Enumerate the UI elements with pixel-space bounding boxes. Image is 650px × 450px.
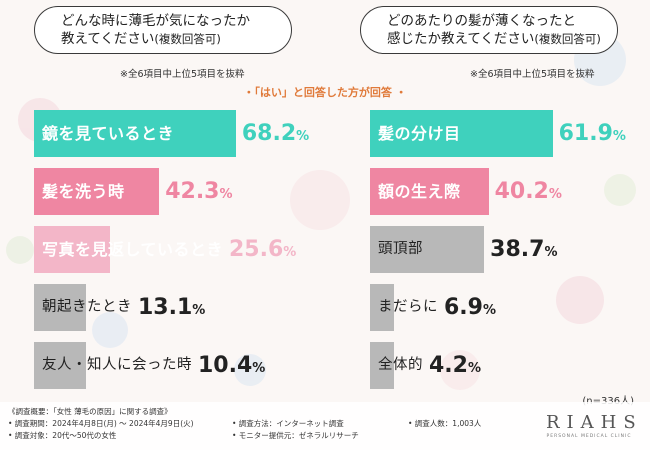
question-box-right: どのあたりの髪が薄くなったと 感じたか教えてください(複数回答可) (360, 6, 618, 54)
chart2-category-label-3: 頭頂部 (378, 241, 423, 257)
chart1-value-label-4: 13.1% (138, 295, 206, 320)
chart2-category-label-5: 全体的 (378, 357, 423, 373)
chart2-category-label-2: 額の生え際 (378, 182, 461, 201)
chart1-category-label-1: 鏡を見ているとき (42, 124, 175, 143)
footer-target: • 調査対象：20代～50代の女性 (8, 431, 117, 440)
riahs-logo: RIAHS PERSONAL MEDICAL CLINIC (546, 412, 643, 439)
note-right: ※全6項目中上位5項目を抜粋 (470, 69, 595, 80)
question-left-line2: 教えてください(複数回答可) (61, 30, 291, 48)
question-right-line2: 感じたか教えてください(複数回答可) (387, 30, 617, 48)
chart2-value-label-2: 40.2% (494, 179, 562, 204)
logo-tagline: PERSONAL MEDICAL CLINIC (546, 434, 632, 439)
chart2-value-label-3: 38.7% (490, 237, 558, 262)
subtitle: ・「はい」と回答した方が回答 ・ (243, 86, 407, 99)
chart1-category-label-5: 友人・知人に会った時 (42, 357, 192, 373)
question-right-line1: どのあたりの髪が薄くなったと (387, 13, 576, 29)
question-box-left: どんな時に薄毛が気になったか 教えてください(複数回答可) (34, 6, 292, 54)
chart1-value-label-1: 68.2% (241, 121, 310, 146)
chart2-bar-4 (370, 284, 394, 331)
chart1-bar-2 (34, 168, 160, 215)
question-left-line2-text: 教えてください (61, 31, 155, 47)
sample-size: (n=336人) (582, 392, 634, 407)
survey-footer: 《調査概要：「女性 薄毛の原因」に関する調査》 • 調査期間：2024年4月8日… (0, 402, 650, 450)
chart2-bar-2 (370, 168, 489, 215)
chart2-value-label-5: 4.2% (429, 353, 482, 378)
question-right-paren: (複数回答可) (534, 32, 601, 46)
chart1-category-label-2: 髪を洗う時 (42, 182, 125, 201)
chart1-bar-5 (34, 342, 86, 389)
question-right-line2-text: 感じたか教えてください (387, 31, 535, 47)
logo-name: RIAHS (546, 412, 643, 433)
chart2-value-label-1: 61.9% (558, 121, 626, 146)
footer-period: • 調査期間：2024年4月8日(月) ～ 2024年4月9日(火) (8, 419, 194, 428)
chart2-bar-1 (370, 110, 553, 157)
footer-method: • 調査方法：インターネット調査 (232, 419, 344, 428)
question-left-paren: (複数回答可) (154, 32, 221, 46)
footer-provider: • モニター提供元：ゼネラルリサーチ (232, 431, 359, 440)
question-left-line1: どんな時に薄毛が気になったか (61, 13, 250, 29)
chart1-value-label-5: 10.4% (198, 353, 266, 378)
chart1-category-label-3: 写真を見返しているとき (42, 240, 224, 259)
chart2-value-label-4: 6.9% (444, 295, 497, 320)
chart1-category-label-4: 朝起きたとき (42, 299, 132, 315)
chart1-bar-1 (34, 110, 236, 157)
chart2-bar-5 (370, 342, 394, 389)
chart1-value-label-2: 42.3% (165, 179, 233, 204)
note-left: ※全6項目中上位5項目を抜粋 (120, 69, 245, 80)
chart1-bar-4 (34, 284, 86, 331)
chart2-bar-3 (370, 226, 485, 273)
footer-overview: 《調査概要：「女性 薄毛の原因」に関する調査》 (8, 407, 172, 416)
footer-count: • 調査人数：1,003人 (408, 419, 482, 428)
chart1-bar-3 (34, 226, 110, 273)
chart2-category-label-4: まだらに (378, 299, 438, 315)
chart2-category-label-1: 髪の分け目 (378, 124, 461, 143)
chart1-value-label-3: 25.6% (229, 237, 297, 262)
